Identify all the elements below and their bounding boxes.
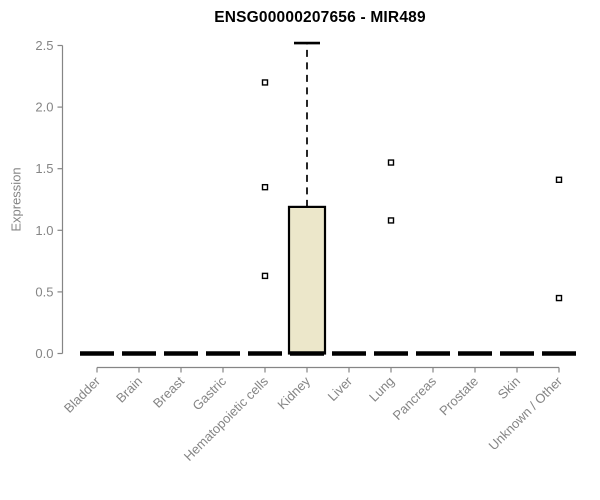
x-category-label: Lung (366, 374, 397, 405)
boxplot-box (248, 79, 282, 356)
outlier-point (387, 159, 395, 166)
x-category-label: Gastric (189, 373, 229, 413)
x-category-label: Liver (325, 373, 356, 404)
boxplot-box (287, 41, 327, 356)
y-tick-label: 2.5 (35, 38, 53, 53)
outlier-point (261, 272, 269, 280)
x-category-label: Unknown / Other (486, 373, 566, 453)
chart-title: ENSG00000207656 - MIR489 (214, 9, 426, 26)
boxplot-box (374, 159, 408, 356)
y-tick-label: 0.0 (35, 346, 53, 361)
outlier-point (261, 79, 269, 86)
x-category-label: Pancreas (390, 373, 440, 423)
x-category-label: Bladder (61, 373, 104, 416)
outlier-point (261, 183, 269, 191)
x-category-label: Brain (113, 374, 145, 406)
y-axis: 0.0 0.5 1.0 1.5 2.0 2.5 (35, 38, 64, 361)
outlier-point (555, 176, 563, 183)
y-tick-label: 2.0 (35, 100, 53, 115)
x-category-label: Skin (495, 374, 523, 402)
outlier-point (387, 217, 395, 224)
outlier-point (555, 294, 563, 302)
y-tick-label: 1.5 (35, 161, 53, 176)
x-category-label: Prostate (436, 374, 481, 419)
box-rect (287, 205, 327, 355)
x-category-label: Kidney (274, 373, 313, 412)
y-tick-label: 0.5 (35, 284, 53, 299)
x-category-label: Breast (150, 373, 187, 410)
boxplot-box (542, 176, 576, 356)
y-tick-label: 1.0 (35, 223, 53, 238)
